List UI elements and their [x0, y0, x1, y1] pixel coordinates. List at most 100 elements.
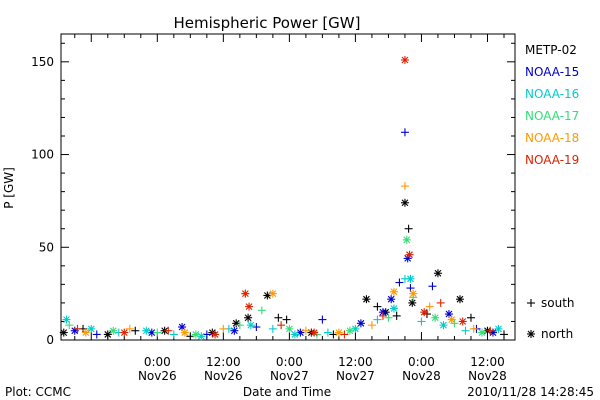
- x-tick-label-date: Nov27: [336, 369, 375, 383]
- data-point: [244, 313, 253, 322]
- marker-legend: south north: [527, 296, 575, 341]
- data-point: [296, 328, 305, 337]
- footer-credit: Plot: CCMC: [5, 385, 71, 399]
- legend-entry: NOAA-17: [525, 109, 579, 123]
- x-tick-label-time: 0:00: [408, 355, 435, 369]
- data-point: [367, 321, 376, 330]
- x-axis-ticks: 0:00Nov2612:00Nov260:00Nov2712:00Nov270:…: [74, 34, 507, 383]
- data-point: [125, 324, 134, 333]
- data-point: [246, 321, 255, 330]
- data-point: [439, 321, 448, 330]
- data-point: [420, 308, 429, 317]
- data-point: [245, 302, 254, 311]
- data-point: [409, 289, 418, 298]
- y-axis-ticks: 0 50 100 150: [31, 42, 515, 347]
- data-point: [197, 332, 206, 341]
- x-tick-label-date: Nov28: [402, 369, 441, 383]
- x-tick-label-date: Nov27: [270, 369, 309, 383]
- data-point: [92, 330, 101, 339]
- data-point: [477, 328, 486, 337]
- data-point: [257, 306, 266, 315]
- marker-legend-symbol: [527, 330, 535, 338]
- data-point: [406, 274, 415, 283]
- y-tick-label: 50: [39, 240, 54, 254]
- data-point: [404, 224, 413, 233]
- data-point: [62, 315, 71, 324]
- data-point: [425, 302, 434, 311]
- data-point: [431, 313, 440, 322]
- data-point: [486, 326, 495, 335]
- plot-frame: [60, 33, 516, 341]
- data-point: [164, 326, 173, 335]
- data-point: [334, 328, 343, 337]
- data-point: [191, 330, 200, 339]
- data-point: [494, 324, 503, 333]
- data-point: [211, 330, 220, 339]
- data-point: [232, 319, 241, 328]
- data-point: [169, 330, 178, 339]
- x-tick-label-date: Nov26: [204, 369, 243, 383]
- data-point: [389, 304, 398, 313]
- data-point: [433, 269, 442, 278]
- data-point: [186, 332, 195, 341]
- data-point: [387, 295, 396, 304]
- data-point: [301, 326, 310, 335]
- data-point: [120, 328, 129, 337]
- y-tick-label: 0: [46, 333, 54, 347]
- x-tick-label-time: 0:00: [144, 355, 171, 369]
- marker-legend-label: south: [541, 296, 575, 310]
- data-point: [282, 315, 291, 324]
- data-points: [59, 55, 508, 341]
- data-point: [277, 321, 286, 330]
- data-point: [461, 326, 470, 335]
- data-point: [81, 328, 90, 337]
- data-point: [392, 311, 401, 320]
- legend-entry: NOAA-15: [525, 65, 579, 79]
- data-point: [142, 326, 151, 335]
- data-point: [389, 287, 398, 296]
- data-point: [285, 324, 294, 333]
- data-point: [178, 323, 187, 332]
- data-point: [362, 295, 371, 304]
- data-point: [153, 328, 162, 337]
- series-legend: METP-02 NOAA-15 NOAA-16 NOAA-17 NOAA-18 NOAA-…: [525, 43, 579, 167]
- data-point: [310, 328, 319, 337]
- y-axis-label: P [GW]: [2, 167, 16, 209]
- data-point: [329, 330, 338, 339]
- data-point: [268, 289, 277, 298]
- legend-entry: NOAA-18: [525, 131, 579, 145]
- x-axis-label: Date and Time: [243, 385, 331, 399]
- data-point: [384, 313, 393, 322]
- data-point: [230, 326, 239, 335]
- marker-legend-symbol: [527, 299, 535, 307]
- data-point: [373, 315, 382, 324]
- data-point: [408, 298, 417, 307]
- footer-timestamp: 2010/11/28 14:28:45: [467, 385, 594, 399]
- data-point: [378, 311, 387, 320]
- legend-entry: NOAA-19: [525, 153, 579, 167]
- data-point: [235, 321, 244, 330]
- x-tick-label-date: Nov28: [468, 369, 507, 383]
- data-point: [290, 330, 299, 339]
- data-point: [436, 298, 445, 307]
- x-tick-label-time: 12:00: [206, 355, 241, 369]
- x-tick-label-time: 12:00: [338, 355, 373, 369]
- data-point: [400, 128, 409, 137]
- data-point: [400, 198, 409, 207]
- y-tick-label: 100: [31, 148, 54, 162]
- data-point: [345, 326, 354, 335]
- marker-legend-label: north: [541, 327, 573, 341]
- data-point: [87, 324, 96, 333]
- data-point: [499, 330, 508, 339]
- chart-title: Hemispheric Power [GW]: [174, 14, 361, 32]
- data-point: [400, 55, 409, 64]
- legend-entry: NOAA-16: [525, 87, 579, 101]
- data-point: [469, 324, 478, 333]
- y-tick-label: 150: [31, 55, 54, 69]
- data-point: [417, 317, 426, 326]
- data-point: [202, 330, 211, 339]
- data-point: [59, 328, 68, 337]
- legend-entry: METP-02: [525, 43, 577, 57]
- data-point: [103, 330, 112, 339]
